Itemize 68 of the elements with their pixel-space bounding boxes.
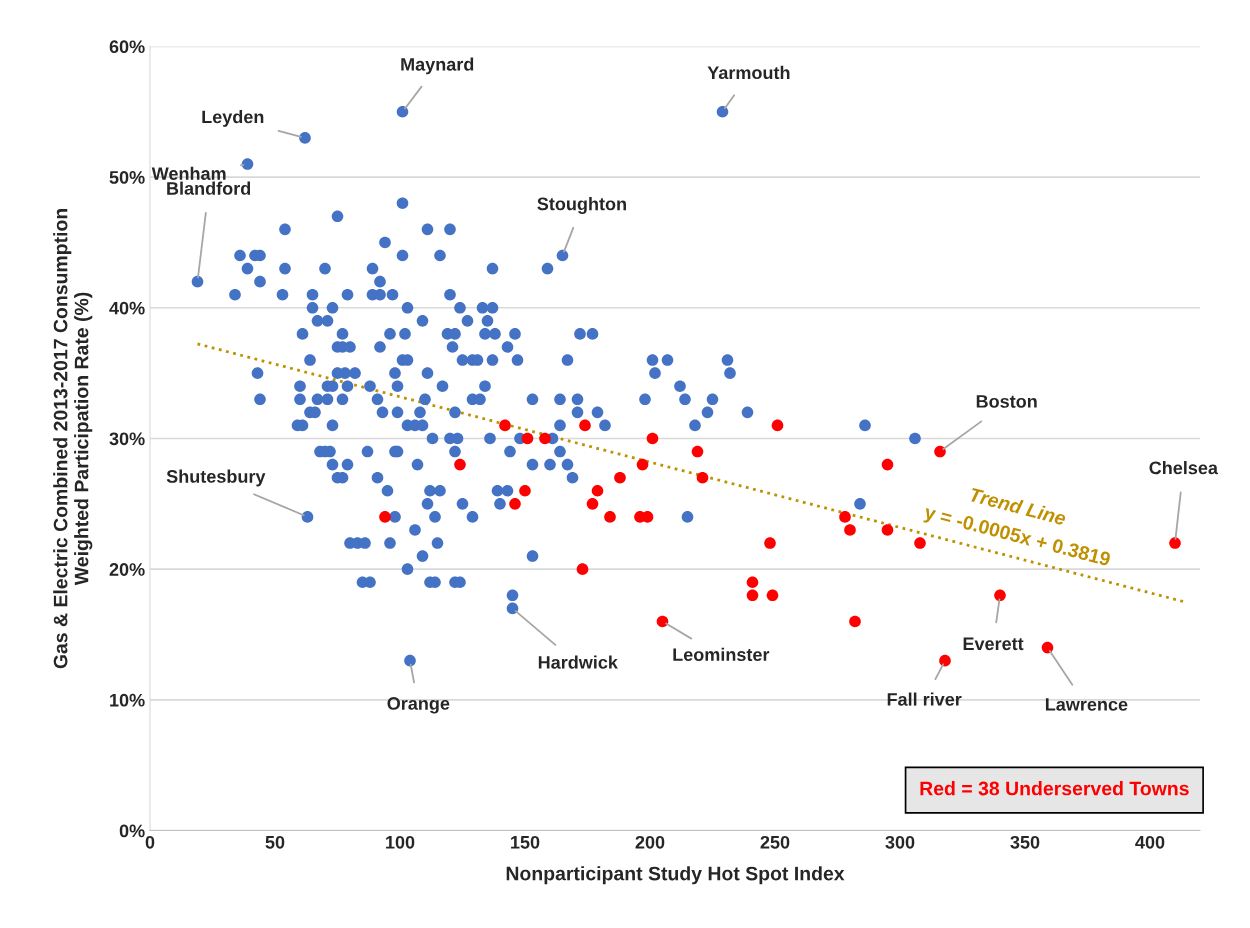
point — [881, 458, 894, 471]
point — [576, 563, 589, 575]
point — [499, 419, 511, 432]
y-tick-label: 50% — [109, 171, 145, 184]
point — [591, 484, 604, 497]
annotation: Stoughton — [537, 197, 626, 214]
y-tick-label: 0% — [119, 824, 145, 838]
point — [934, 445, 946, 458]
x-tick-label: 100 — [386, 835, 415, 849]
x-tick-label: 0 — [145, 835, 155, 849]
x-tick-label: 200 — [635, 835, 665, 849]
point — [521, 432, 534, 445]
annotation: Fall river — [887, 692, 962, 706]
point — [691, 445, 704, 458]
x-tick-label: 250 — [760, 835, 790, 849]
point — [656, 615, 669, 628]
point — [849, 615, 861, 628]
point — [539, 432, 551, 445]
point — [746, 589, 759, 602]
y-tick-label: 40% — [109, 301, 145, 315]
annotation: Leominster — [673, 647, 770, 662]
point — [766, 589, 779, 602]
annotation: Red = 38 Underserved Towns — [920, 781, 1189, 796]
point — [771, 419, 784, 432]
x-tick-label: 300 — [885, 835, 915, 849]
annotation: Shutesbury — [166, 469, 266, 487]
point — [519, 484, 531, 497]
x-tick-label: 50 — [265, 835, 285, 849]
point — [844, 524, 856, 536]
point — [746, 576, 759, 589]
annotation: Lawrence — [1045, 698, 1128, 711]
point — [994, 589, 1006, 602]
point — [454, 458, 466, 471]
annotation: Chelsea — [1149, 461, 1219, 475]
point — [881, 524, 894, 536]
point — [839, 511, 851, 523]
point — [586, 498, 599, 510]
point — [1041, 641, 1054, 654]
y-tick-label: 30% — [109, 432, 145, 446]
annotation: Yarmouth — [707, 65, 790, 80]
y-tick-label: 60% — [109, 40, 145, 54]
annotation: Leyden — [202, 110, 264, 127]
annotation: Orange — [387, 697, 450, 714]
point — [764, 537, 776, 549]
point — [1169, 537, 1181, 549]
point — [636, 458, 649, 471]
point — [914, 537, 926, 549]
y-axis-title: Gas & Electric Combined 2013-2017 Consumption Weighted Participation Rate (%) — [53, 208, 93, 669]
point — [379, 511, 391, 523]
y-tick-label: 10% — [110, 693, 145, 707]
x-tick-label: 350 — [1010, 835, 1040, 849]
annotation: Boston — [976, 395, 1037, 408]
y-tick-label: 20% — [109, 563, 145, 576]
x-tick-label: 150 — [511, 835, 540, 849]
annotation: Maynard — [401, 57, 474, 75]
point — [614, 471, 626, 484]
point — [579, 419, 591, 432]
x-axis-title: Nonparticipant Study Hot Spot Index — [506, 866, 845, 885]
point — [509, 498, 521, 510]
point — [696, 471, 709, 484]
annotation: Hardwick — [538, 655, 618, 669]
point — [604, 511, 616, 523]
annotation: Wenham — [151, 166, 226, 180]
x-tick-label: 400 — [1135, 835, 1165, 849]
annotation: Everett — [963, 637, 1024, 651]
annotation: Blandford — [167, 181, 251, 195]
point — [939, 654, 951, 667]
point — [646, 432, 659, 445]
